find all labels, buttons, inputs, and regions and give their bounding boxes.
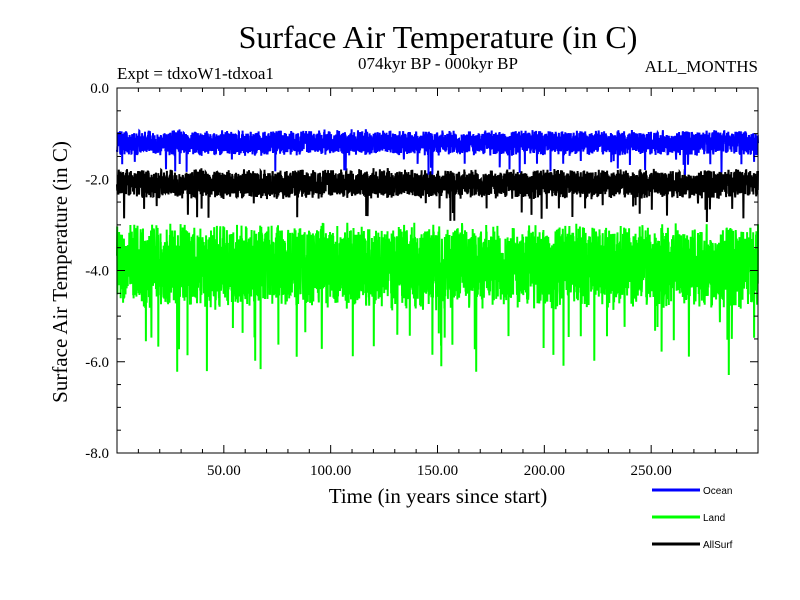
experiment-label: Expt = tdxoW1-tdxoa1 <box>117 64 274 83</box>
y-axis-label: Surface Air Temperature (in C) <box>48 141 72 403</box>
x-axis-label: Time (in years since start) <box>329 484 548 508</box>
legend-label-land: Land <box>703 513 725 524</box>
axes-layer: 50.00 100.00 150.00 200.00 250.00 0.0 -2.0 -4.0… <box>85 81 759 479</box>
x-tick-label: 200.00 <box>524 463 565 479</box>
x-tick-label: 50.00 <box>207 463 241 479</box>
chart-title: Surface Air Temperature (in C) <box>239 19 638 55</box>
y-tick-label: -4.0 <box>85 264 109 280</box>
legend-label-allsurf: AllSurf <box>703 540 733 551</box>
x-tick-label: 150.00 <box>417 463 458 479</box>
y-tick-label: -2.0 <box>85 172 109 188</box>
y-tick-label: -6.0 <box>85 355 109 371</box>
series-land <box>116 222 759 376</box>
period-label: 074kyr BP - 000kyr BP <box>358 54 518 73</box>
y-tick-label: 0.0 <box>90 81 109 97</box>
series-allsurf <box>116 167 759 223</box>
series-layer <box>116 128 759 376</box>
months-label: ALL_MONTHS <box>645 57 758 76</box>
x-tick-label: 250.00 <box>631 463 672 479</box>
x-tick-label: 100.00 <box>310 463 351 479</box>
legend-label-ocean: Ocean <box>703 486 732 497</box>
legend: Ocean Land AllSurf <box>652 486 733 551</box>
series-ocean <box>116 128 759 175</box>
y-tick-label: -8.0 <box>85 446 109 462</box>
